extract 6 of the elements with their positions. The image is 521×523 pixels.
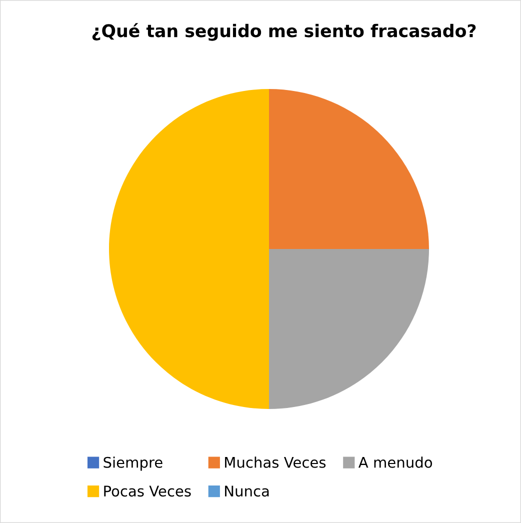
legend-label: Nunca [225, 486, 269, 497]
legend-label: Muchas Veces [225, 456, 326, 468]
chart-title: ¿Qué tan seguido me siento fracasado? [92, 23, 476, 41]
legend-label: Pocas Veces [104, 486, 191, 497]
legend-label: Siempre [104, 456, 162, 471]
legend-label: A menudo [358, 456, 432, 468]
